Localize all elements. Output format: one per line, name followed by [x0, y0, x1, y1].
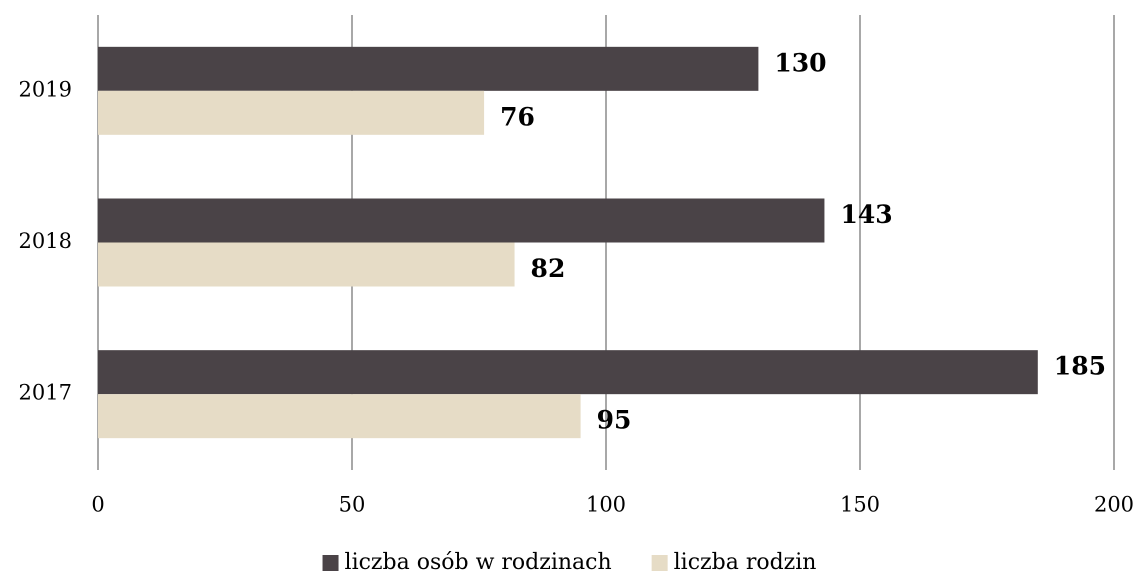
data-label: 76 [500, 102, 535, 131]
legend-label: liczba osób w rodzinach [345, 550, 612, 575]
bar [98, 242, 515, 287]
bar [98, 198, 825, 243]
legend-label: liczba rodzin [674, 550, 817, 575]
y-tick-label: 2019 [19, 77, 72, 101]
data-label: 130 [774, 48, 826, 77]
x-tick-label: 150 [840, 493, 880, 517]
data-label: 95 [597, 406, 632, 435]
data-label: 143 [840, 200, 892, 229]
bar [98, 350, 1038, 395]
y-tick-label: 2018 [19, 229, 72, 253]
x-tick-label: 100 [586, 493, 626, 517]
data-label: 185 [1054, 352, 1106, 381]
x-tick-label: 0 [91, 493, 104, 517]
x-tick-label: 200 [1094, 493, 1134, 517]
y-tick-label: 2017 [19, 381, 72, 405]
bar [98, 90, 485, 135]
x-tick-label: 50 [339, 493, 366, 517]
bar [98, 394, 581, 439]
bar [98, 46, 759, 91]
data-label: 82 [531, 254, 566, 283]
legend-swatch [651, 555, 668, 571]
legend-swatch [322, 555, 339, 571]
